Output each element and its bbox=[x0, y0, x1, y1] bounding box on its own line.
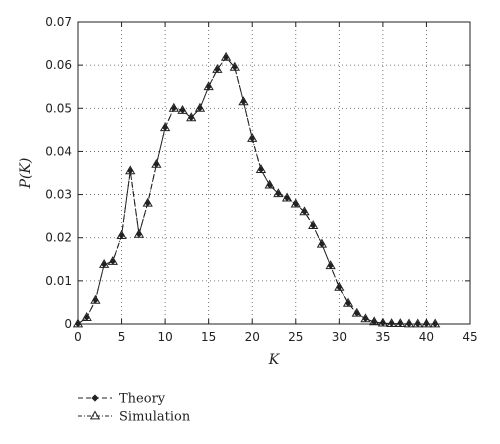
theory-point-36 bbox=[388, 320, 395, 327]
x-tick-label-3: 15 bbox=[201, 330, 216, 344]
theory-point-22 bbox=[266, 181, 273, 189]
theory-point-34 bbox=[371, 318, 378, 326]
legend-symbol-theory bbox=[78, 394, 112, 402]
x-tick-label-7: 35 bbox=[375, 330, 390, 344]
grid bbox=[78, 22, 470, 324]
theory-point-27 bbox=[310, 222, 317, 229]
theory-point-5 bbox=[118, 232, 125, 239]
theory-point-26 bbox=[301, 208, 308, 215]
legend-item-theory: Theory bbox=[78, 392, 166, 407]
theory-point-2 bbox=[92, 297, 99, 304]
theory-point-1 bbox=[83, 314, 90, 321]
x-axis-label: K bbox=[268, 352, 281, 368]
x-tick-label-8: 40 bbox=[419, 330, 434, 344]
x-tick-label-0: 0 bbox=[74, 330, 82, 344]
y-tick-label-5: 0.05 bbox=[45, 101, 72, 115]
y-tick-labels: 0 0.01 0.02 0.03 0.04 0.05 0.06 0.07 bbox=[45, 15, 72, 331]
theory-point-19 bbox=[240, 98, 247, 105]
x-tick-label-2: 10 bbox=[157, 330, 172, 344]
theory-point-25 bbox=[292, 200, 299, 208]
theory-point-17 bbox=[222, 54, 230, 61]
theory-point-20 bbox=[249, 135, 256, 142]
y-tick-label-4: 0.04 bbox=[45, 144, 72, 158]
legend-item-simulation: Simulation bbox=[78, 410, 191, 425]
theory-point-8 bbox=[144, 200, 151, 207]
legend-symbol-simulation bbox=[78, 410, 112, 420]
theory-point-16 bbox=[214, 66, 221, 73]
theory-point-38 bbox=[405, 320, 413, 328]
theory-point-7 bbox=[135, 231, 143, 238]
y-tick-label-3: 0.03 bbox=[45, 188, 72, 202]
theory-point-13 bbox=[188, 114, 195, 121]
theory-point-3 bbox=[100, 261, 108, 268]
x-tick-label-5: 25 bbox=[288, 330, 303, 344]
series-theory bbox=[74, 54, 439, 328]
theory-point-6 bbox=[127, 167, 134, 175]
theory-point-28 bbox=[318, 241, 326, 248]
theory-point-37 bbox=[397, 320, 404, 327]
theory-point-40 bbox=[423, 320, 430, 328]
series-line-theory bbox=[77, 56, 436, 325]
theory-point-39 bbox=[414, 320, 421, 328]
x-tick-label-4: 20 bbox=[245, 330, 260, 344]
x-tick-label-6: 30 bbox=[332, 330, 347, 344]
y-tick-label-0: 0 bbox=[64, 317, 72, 331]
y-axis-label: P(K) bbox=[18, 158, 34, 190]
theory-point-9 bbox=[153, 161, 160, 168]
theory-point-11 bbox=[170, 105, 177, 112]
y-tick-label-1: 0.01 bbox=[45, 274, 72, 288]
theory-point-23 bbox=[275, 190, 282, 197]
theory-point-41 bbox=[431, 320, 439, 328]
theory-point-14 bbox=[196, 105, 204, 112]
series-simulation bbox=[72, 51, 441, 328]
legend-label-theory: Theory bbox=[119, 392, 166, 407]
axis-ticks bbox=[77, 21, 471, 325]
x-tick-labels: 0 5 10 15 20 25 30 35 40 45 bbox=[74, 330, 477, 344]
theory-point-15 bbox=[205, 83, 212, 90]
plot-frame bbox=[77, 21, 471, 325]
theory-point-35 bbox=[379, 319, 387, 327]
legend-marker-theory bbox=[91, 394, 99, 402]
theory-point-29 bbox=[327, 262, 334, 269]
theory-point-30 bbox=[336, 284, 343, 291]
legend-marker-simulation bbox=[89, 410, 101, 420]
theory-point-32 bbox=[353, 310, 360, 317]
theory-point-0 bbox=[74, 320, 82, 328]
series-line-simulation bbox=[77, 56, 436, 325]
series-layer bbox=[72, 51, 441, 328]
legend: Theory Simulation bbox=[78, 392, 191, 425]
theory-point-31 bbox=[344, 300, 352, 307]
theory-point-12 bbox=[179, 107, 186, 114]
theory-point-10 bbox=[161, 124, 169, 131]
y-tick-label-7: 0.07 bbox=[45, 15, 72, 29]
x-tick-label-1: 5 bbox=[118, 330, 126, 344]
theory-point-21 bbox=[257, 166, 265, 173]
theory-point-24 bbox=[283, 194, 291, 202]
x-tick-label-9: 45 bbox=[462, 330, 477, 344]
y-tick-label-6: 0.06 bbox=[45, 58, 72, 72]
theory-point-18 bbox=[231, 64, 238, 71]
theory-point-33 bbox=[362, 315, 369, 322]
y-tick-label-2: 0.02 bbox=[45, 231, 72, 245]
theory-point-4 bbox=[109, 258, 117, 265]
legend-label-simulation: Simulation bbox=[119, 410, 191, 425]
